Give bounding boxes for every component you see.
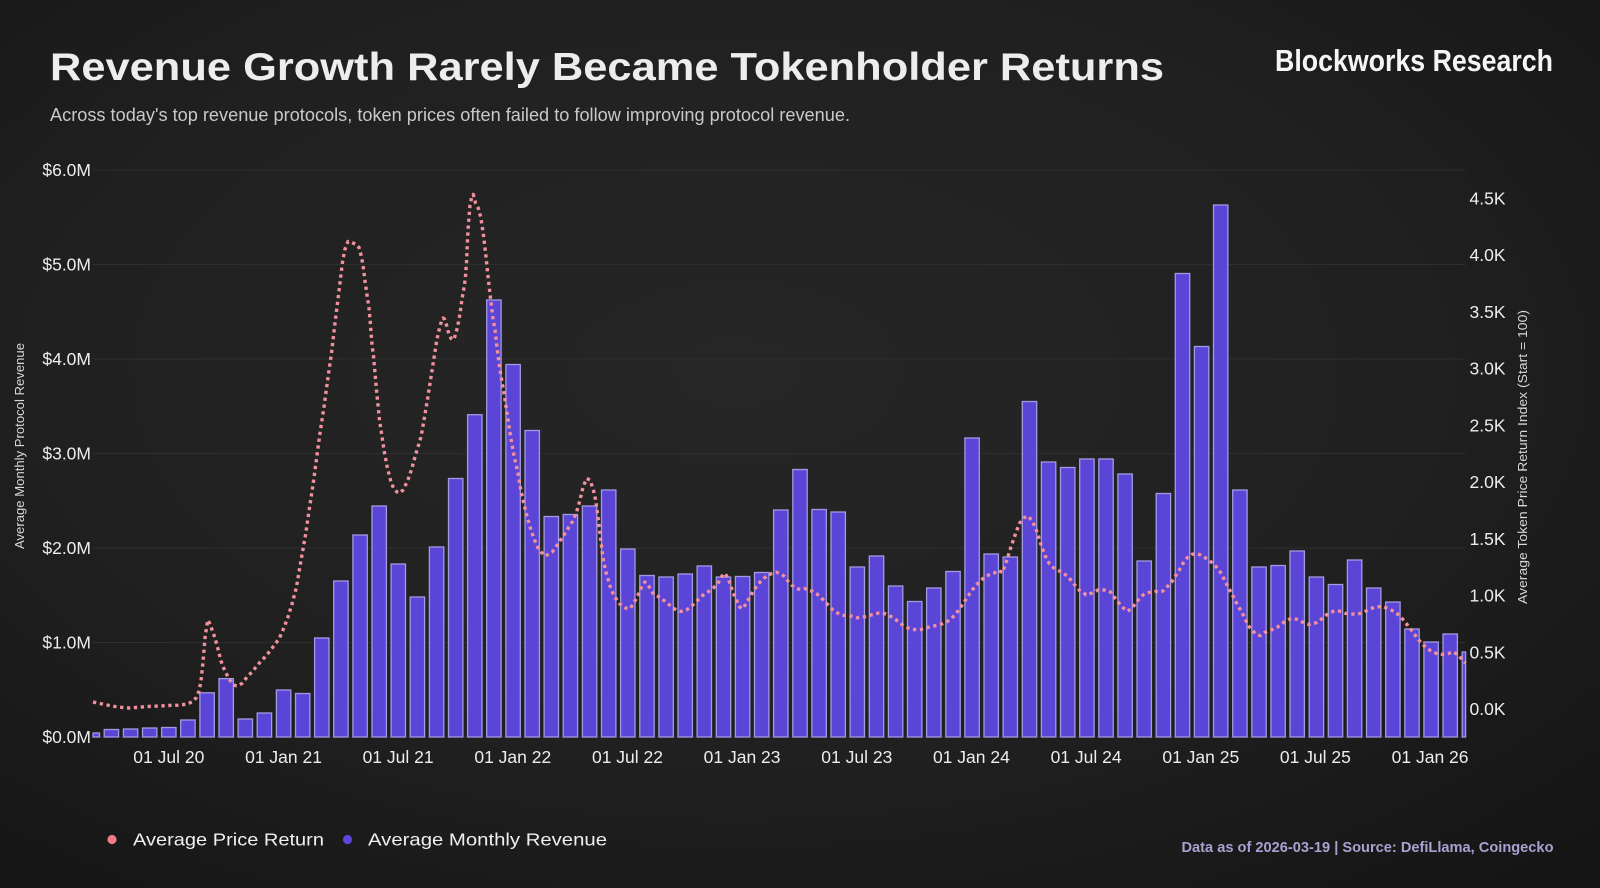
svg-text:Revenue Growth Rarely Became T: Revenue Growth Rarely Became Tokenholder… xyxy=(50,46,1164,89)
svg-text:1.0K: 1.0K xyxy=(1470,586,1506,606)
svg-text:01 Jul 21: 01 Jul 21 xyxy=(363,747,434,767)
svg-text:$0.0M: $0.0M xyxy=(42,727,91,747)
svg-text:4.5K: 4.5K xyxy=(1470,188,1506,208)
svg-text:$3.0M: $3.0M xyxy=(42,444,91,464)
svg-text:$6.0M: $6.0M xyxy=(42,160,91,180)
svg-text:Average Monthly Protocol Reven: Average Monthly Protocol Revenue xyxy=(12,343,27,549)
svg-text:$4.0M: $4.0M xyxy=(42,349,91,369)
svg-text:01 Jan 21: 01 Jan 21 xyxy=(245,747,322,767)
svg-text:01 Jul 25: 01 Jul 25 xyxy=(1280,747,1351,767)
svg-text:$2.0M: $2.0M xyxy=(42,538,91,558)
svg-text:Average Monthly Revenue: Average Monthly Revenue xyxy=(368,830,607,850)
svg-text:$5.0M: $5.0M xyxy=(42,255,91,275)
svg-text:01 Jan 25: 01 Jan 25 xyxy=(1162,747,1239,767)
svg-text:1.5K: 1.5K xyxy=(1470,529,1506,549)
svg-text:Average Token Price Return Ind: Average Token Price Return Index (Start … xyxy=(1515,310,1530,604)
svg-text:4.0K: 4.0K xyxy=(1470,245,1506,265)
svg-text:01 Jul 23: 01 Jul 23 xyxy=(821,747,892,767)
svg-text:Data as of 2026-03-19 | Source: Data as of 2026-03-19 | Source: DefiLlam… xyxy=(1182,839,1554,856)
svg-text:Average Price Return: Average Price Return xyxy=(133,830,324,850)
svg-text:01 Jan 26: 01 Jan 26 xyxy=(1392,747,1469,767)
svg-text:Across today's top revenue pro: Across today's top revenue protocols, to… xyxy=(50,105,850,125)
svg-text:01 Jul 20: 01 Jul 20 xyxy=(133,747,204,767)
svg-text:3.5K: 3.5K xyxy=(1470,302,1506,322)
svg-text:0.5K: 0.5K xyxy=(1470,643,1506,663)
svg-text:0.0K: 0.0K xyxy=(1470,699,1506,719)
svg-text:01 Jul 24: 01 Jul 24 xyxy=(1051,747,1122,767)
svg-text:Blockworks Research: Blockworks Research xyxy=(1275,43,1553,78)
svg-text:$1.0M: $1.0M xyxy=(42,633,91,653)
svg-text:2.0K: 2.0K xyxy=(1470,472,1506,492)
svg-text:01 Jan 24: 01 Jan 24 xyxy=(933,747,1010,767)
svg-text:01 Jan 22: 01 Jan 22 xyxy=(474,747,551,767)
svg-text:01 Jul 22: 01 Jul 22 xyxy=(592,747,663,767)
svg-text:3.0K: 3.0K xyxy=(1470,359,1506,379)
svg-text:01 Jan 23: 01 Jan 23 xyxy=(704,747,781,767)
svg-text:2.5K: 2.5K xyxy=(1470,415,1506,435)
